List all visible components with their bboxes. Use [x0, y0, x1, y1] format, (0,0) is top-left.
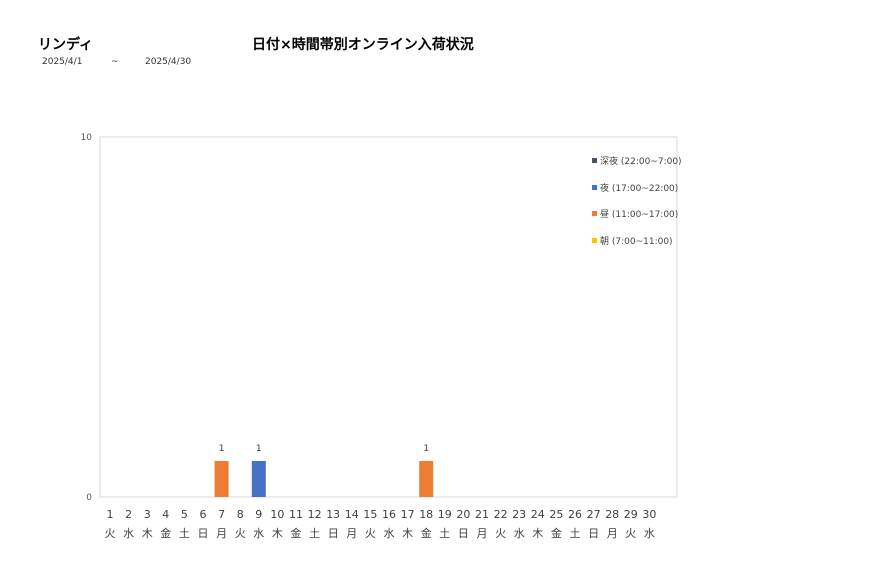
x-weekday-label: 火	[365, 527, 376, 540]
x-weekday-label: 金	[291, 526, 302, 540]
x-weekday-label: 月	[346, 527, 357, 540]
x-weekday-label: 月	[607, 527, 618, 540]
legend-swatch	[592, 185, 597, 190]
x-weekday-label: 木	[272, 527, 283, 540]
x-weekday-label: 月	[477, 527, 488, 540]
x-tick-label: 29	[624, 508, 638, 521]
x-tick-label: 27	[587, 508, 601, 521]
legend-label: 朝 (7:00~11:00)	[600, 237, 673, 247]
y-tick-label: 0	[86, 493, 92, 503]
x-tick-label: 14	[345, 508, 359, 521]
legend-swatch	[592, 238, 597, 243]
x-weekday-label: 水	[123, 527, 134, 540]
x-weekday-label: 金	[551, 526, 562, 540]
legend-item: 深夜 (22:00~7:00)	[592, 154, 682, 167]
date-from: 2025/4/1	[42, 57, 83, 67]
legend-label: 深夜 (22:00~7:00)	[600, 157, 682, 167]
bar	[214, 461, 229, 497]
legend-label: 昼 (11:00~17:00)	[600, 210, 679, 220]
legend-item: 昼 (11:00~17:00)	[592, 207, 678, 220]
x-weekday-label: 火	[105, 527, 116, 540]
data-label: 1	[256, 444, 262, 454]
legend-swatch	[592, 158, 597, 163]
x-weekday-label: 日	[588, 527, 599, 540]
x-tick-label: 21	[475, 508, 489, 521]
x-weekday-label: 火	[235, 527, 246, 540]
x-weekday-label: 日	[458, 527, 469, 540]
x-weekday-label: 水	[514, 527, 525, 540]
x-tick-label: 9	[255, 508, 262, 521]
data-label: 1	[219, 444, 225, 454]
x-tick-label: 5	[181, 508, 188, 521]
x-weekday-label: 土	[570, 527, 581, 540]
plot-area	[99, 136, 678, 498]
x-tick-label: 8	[237, 508, 244, 521]
legend-item: 夜 (17:00~22:00)	[592, 181, 678, 194]
x-tick-label: 3	[144, 508, 151, 521]
x-tick-label: 25	[549, 508, 563, 521]
x-weekday-label: 金	[421, 526, 432, 540]
x-tick-label: 11	[289, 508, 303, 521]
date-to: 2025/4/30	[145, 57, 192, 67]
x-weekday-label: 水	[253, 527, 264, 540]
x-tick-label: 18	[419, 508, 433, 521]
x-weekday-label: 日	[198, 527, 209, 540]
x-weekday-label: 木	[142, 527, 153, 540]
x-tick-label: 22	[494, 508, 508, 521]
x-weekday-label: 木	[532, 527, 543, 540]
chart-title: 日付×時間帯別オンライン入荷状況	[252, 37, 474, 53]
bar	[251, 461, 266, 497]
date-separator: ~	[111, 57, 119, 67]
x-tick-label: 7	[218, 508, 225, 521]
x-tick-label: 2	[125, 508, 132, 521]
x-weekday-label: 水	[644, 527, 655, 540]
x-tick-label: 6	[200, 508, 207, 521]
x-tick-label: 1	[107, 508, 114, 521]
x-tick-label: 12	[308, 508, 322, 521]
x-tick-label: 19	[438, 508, 452, 521]
x-weekday-label: 金	[160, 526, 171, 540]
x-tick-label: 17	[401, 508, 415, 521]
data-label: 1	[423, 444, 429, 454]
x-tick-label: 30	[642, 508, 656, 521]
x-tick-label: 16	[382, 508, 396, 521]
legend-swatch	[592, 211, 597, 216]
x-weekday-label: 木	[402, 527, 413, 540]
legend-item: 朝 (7:00~11:00)	[592, 234, 673, 247]
x-tick-label: 13	[326, 508, 340, 521]
x-weekday-label: 土	[309, 527, 320, 540]
brand-name: リンディ	[38, 37, 94, 53]
x-tick-label: 24	[531, 508, 545, 521]
x-tick-label: 26	[568, 508, 582, 521]
x-weekday-label: 火	[625, 527, 636, 540]
x-tick-label: 15	[363, 508, 377, 521]
x-weekday-label: 土	[179, 527, 190, 540]
x-weekday-label: 月	[216, 527, 227, 540]
x-tick-label: 20	[456, 508, 470, 521]
y-tick-label: 10	[81, 133, 93, 143]
bar	[419, 461, 434, 497]
x-weekday-label: 水	[384, 527, 395, 540]
x-tick-label: 28	[605, 508, 619, 521]
x-tick-label: 4	[162, 508, 169, 521]
legend-label: 夜 (17:00~22:00)	[600, 184, 679, 194]
x-weekday-label: 日	[328, 527, 339, 540]
x-weekday-label: 火	[495, 527, 506, 540]
x-tick-label: 10	[270, 508, 284, 521]
x-weekday-label: 土	[439, 527, 450, 540]
x-tick-label: 23	[512, 508, 526, 521]
